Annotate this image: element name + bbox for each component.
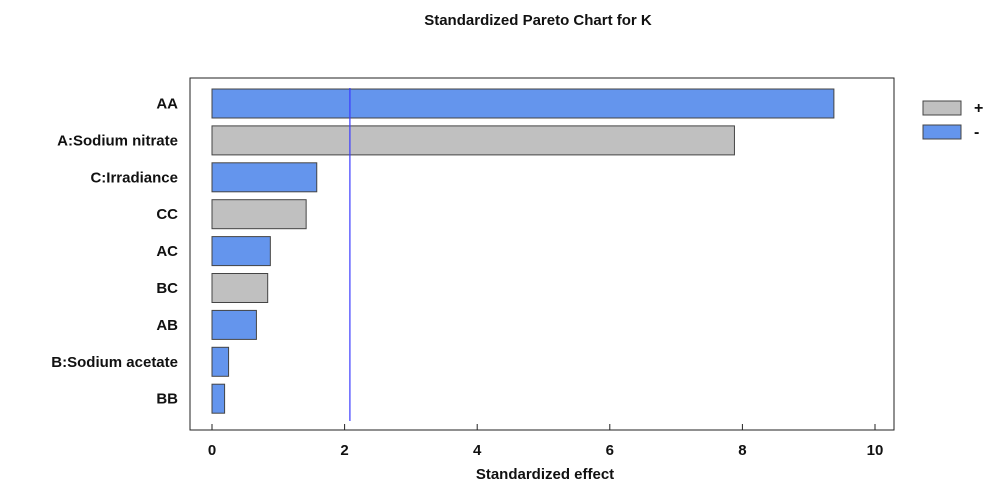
category-label: BB — [156, 391, 178, 408]
x-tick-label: 2 — [340, 442, 348, 459]
bar — [211, 125, 735, 156]
legend-label: + — [974, 100, 983, 117]
legend-label: - — [974, 124, 979, 141]
bar — [211, 88, 835, 119]
bar — [211, 346, 230, 377]
chart-title: Standardized Pareto Chart for K — [424, 12, 652, 29]
plot-area — [189, 77, 895, 431]
bar — [211, 162, 318, 193]
legend-swatch — [922, 100, 962, 116]
category-label: AA — [156, 96, 178, 113]
legend-swatch — [922, 124, 962, 140]
category-label: AB — [156, 317, 178, 334]
bar — [211, 309, 257, 340]
x-tick-label: 0 — [208, 442, 216, 459]
bar — [211, 383, 226, 414]
category-label: BC — [156, 280, 178, 297]
x-axis-label: Standardized effect — [476, 466, 614, 483]
category-label: A:Sodium nitrate — [57, 132, 178, 149]
category-label: C:Irradiance — [90, 169, 178, 186]
bar — [211, 236, 271, 267]
bar — [211, 199, 307, 230]
x-tick-label: 10 — [867, 442, 884, 459]
category-label: AC — [156, 243, 178, 260]
x-tick-label: 8 — [738, 442, 746, 459]
bar — [211, 273, 269, 303]
legend: +- — [922, 100, 983, 141]
category-label: B:Sodium acetate — [51, 354, 178, 371]
x-tick-label: 4 — [473, 442, 482, 459]
x-tick-label: 6 — [606, 442, 614, 459]
category-label: CC — [156, 206, 178, 223]
